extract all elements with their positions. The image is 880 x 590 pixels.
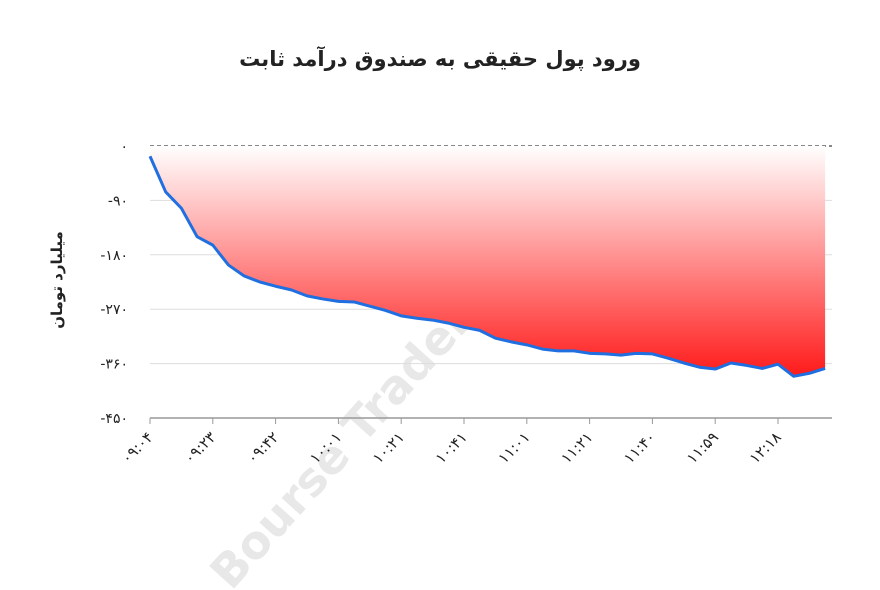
y-tick-label: -۹۰ xyxy=(108,193,128,209)
y-tick-label: -۳۶۰ xyxy=(100,357,128,373)
y-tick-label: -۲۷۰ xyxy=(100,302,128,318)
x-tick-label: ۱۰:۴۱ xyxy=(432,428,471,467)
y-axis-label: میلیارد تومان xyxy=(48,231,66,329)
x-tick-label: ۰۹:۰۴ xyxy=(118,428,157,467)
x-tick-label: ۱۱:۴۰ xyxy=(620,428,659,467)
x-tick-label: ۱۱:۲۱ xyxy=(557,428,596,467)
x-tick-label: ۱۱:۰۱ xyxy=(495,428,534,467)
x-tick-label: ۱۲:۱۸ xyxy=(746,428,785,467)
y-tick-label: -۴۵۰ xyxy=(100,411,128,427)
x-tick-label: ۱۱:۵۹ xyxy=(683,428,722,467)
y-tick-label: -۱۸۰ xyxy=(100,248,128,264)
line xyxy=(148,155,826,378)
x-tick-label: ۰۹:۴۲ xyxy=(243,428,282,467)
area-fill xyxy=(150,146,826,377)
x-tick-label: ۰۹:۲۳ xyxy=(181,428,220,467)
chart-title: ورود پول حقیقی به صندوق درآمد ثابت xyxy=(239,46,641,71)
y-tick-label: ۰ xyxy=(120,139,128,155)
